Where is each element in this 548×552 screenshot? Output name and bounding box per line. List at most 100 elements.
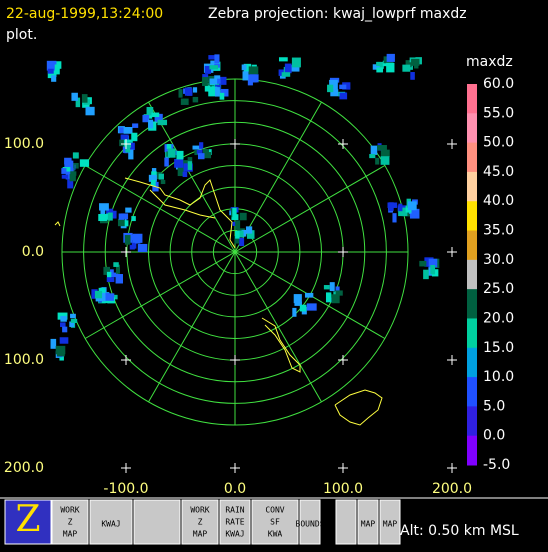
echo bbox=[335, 290, 343, 296]
echo bbox=[148, 174, 157, 182]
echo bbox=[104, 292, 110, 298]
echo bbox=[70, 171, 77, 176]
colorbar: maxdz 60.0 55.0 50.0 45.0 40.0 35.0 30.0 25.0 20.… bbox=[466, 54, 514, 473]
echo bbox=[202, 152, 212, 159]
toolbar-button[interactable]: KWAJ bbox=[89, 499, 133, 545]
button-label: RATE bbox=[225, 518, 244, 527]
colorbar-label: 40.0 bbox=[483, 193, 514, 209]
colorbar-segment bbox=[467, 259, 477, 290]
button-label: KWAJ bbox=[225, 530, 244, 539]
echo bbox=[122, 146, 128, 153]
echo bbox=[333, 291, 338, 298]
toolbar-button[interactable]: WORK Z MAP bbox=[181, 499, 219, 545]
echo bbox=[135, 234, 141, 244]
echo bbox=[111, 294, 118, 300]
echo bbox=[430, 265, 436, 275]
echo bbox=[62, 326, 68, 333]
echo bbox=[71, 92, 78, 101]
echo bbox=[217, 76, 227, 85]
button-face bbox=[357, 499, 379, 545]
button-label: Z bbox=[68, 518, 73, 527]
button-label: Z bbox=[198, 518, 203, 527]
echo bbox=[339, 84, 347, 90]
echo bbox=[180, 98, 189, 105]
echo bbox=[125, 207, 132, 213]
colorbar-label: 60.0 bbox=[483, 76, 514, 92]
echo bbox=[293, 294, 302, 304]
echo bbox=[106, 271, 112, 280]
echo bbox=[392, 213, 397, 223]
echo bbox=[117, 218, 125, 227]
colorbar-label: 10.0 bbox=[483, 369, 514, 385]
echo bbox=[248, 74, 257, 83]
echo bbox=[115, 264, 121, 274]
button-face bbox=[51, 499, 89, 545]
echo bbox=[232, 207, 237, 218]
colorbar-segment bbox=[467, 377, 477, 407]
toolbar-button[interactable]: BOUNDS bbox=[296, 499, 325, 545]
toolbar-button[interactable]: MAP bbox=[357, 499, 379, 545]
echo bbox=[115, 274, 123, 284]
echo bbox=[157, 119, 168, 126]
colorbar-label: 5.0 bbox=[483, 398, 505, 414]
toolbar-button[interactable]: RAIN RATE KWAJ bbox=[219, 499, 251, 545]
toolbar-button[interactable] bbox=[133, 499, 181, 545]
echo bbox=[72, 152, 79, 159]
echo bbox=[60, 322, 66, 328]
toolbar-button[interactable] bbox=[335, 499, 357, 545]
y-label: 0.0 bbox=[22, 244, 44, 260]
echo bbox=[184, 87, 193, 96]
echo bbox=[121, 213, 129, 220]
button-label: KWAJ bbox=[101, 520, 120, 529]
echo bbox=[158, 173, 164, 180]
echo bbox=[103, 266, 111, 275]
toolbar-button[interactable]: Z bbox=[4, 499, 52, 545]
echo bbox=[330, 89, 339, 97]
echo bbox=[124, 235, 131, 245]
echo bbox=[209, 78, 218, 85]
echo bbox=[431, 269, 439, 277]
x-label: 100.0 bbox=[323, 481, 363, 497]
colorbar-label: 35.0 bbox=[483, 223, 514, 239]
echo bbox=[377, 145, 387, 151]
echo bbox=[239, 212, 247, 221]
button-face bbox=[133, 499, 181, 545]
echo bbox=[94, 290, 103, 299]
echo bbox=[75, 97, 81, 108]
colorbar-segment bbox=[467, 318, 477, 349]
echo bbox=[129, 245, 135, 250]
echo bbox=[382, 60, 389, 67]
echo bbox=[329, 282, 335, 292]
coastline bbox=[124, 177, 236, 249]
echo bbox=[150, 179, 156, 186]
echo bbox=[203, 148, 209, 154]
echo bbox=[335, 286, 340, 293]
button-label: WORK bbox=[190, 506, 209, 515]
echo bbox=[292, 307, 297, 317]
toolbar-button[interactable]: CONV SF KWA bbox=[251, 499, 299, 545]
colorbar-label: 15.0 bbox=[483, 340, 514, 356]
echo bbox=[120, 134, 129, 140]
echo bbox=[192, 87, 198, 93]
echo bbox=[187, 161, 193, 170]
echo bbox=[215, 80, 221, 90]
echo bbox=[281, 72, 291, 77]
echo bbox=[176, 150, 184, 160]
echo bbox=[131, 132, 138, 142]
echo bbox=[69, 174, 76, 182]
button-label: KWA bbox=[268, 530, 283, 539]
echo bbox=[369, 154, 376, 159]
echo bbox=[127, 142, 135, 151]
echo bbox=[79, 159, 90, 167]
echo bbox=[98, 287, 106, 293]
axis-labels: 100.0 0.0 100.0 200.0 -100.0 0.0 100.0 200.0 bbox=[4, 136, 472, 497]
echo bbox=[91, 289, 98, 299]
echo bbox=[411, 58, 420, 66]
echo bbox=[62, 167, 71, 172]
echo bbox=[55, 345, 66, 355]
toolbar-button[interactable]: MAP bbox=[379, 499, 401, 545]
echo bbox=[380, 149, 390, 158]
toolbar-button[interactable]: WORK Z MAP bbox=[51, 499, 89, 545]
echo bbox=[187, 157, 193, 165]
echo bbox=[151, 112, 160, 118]
